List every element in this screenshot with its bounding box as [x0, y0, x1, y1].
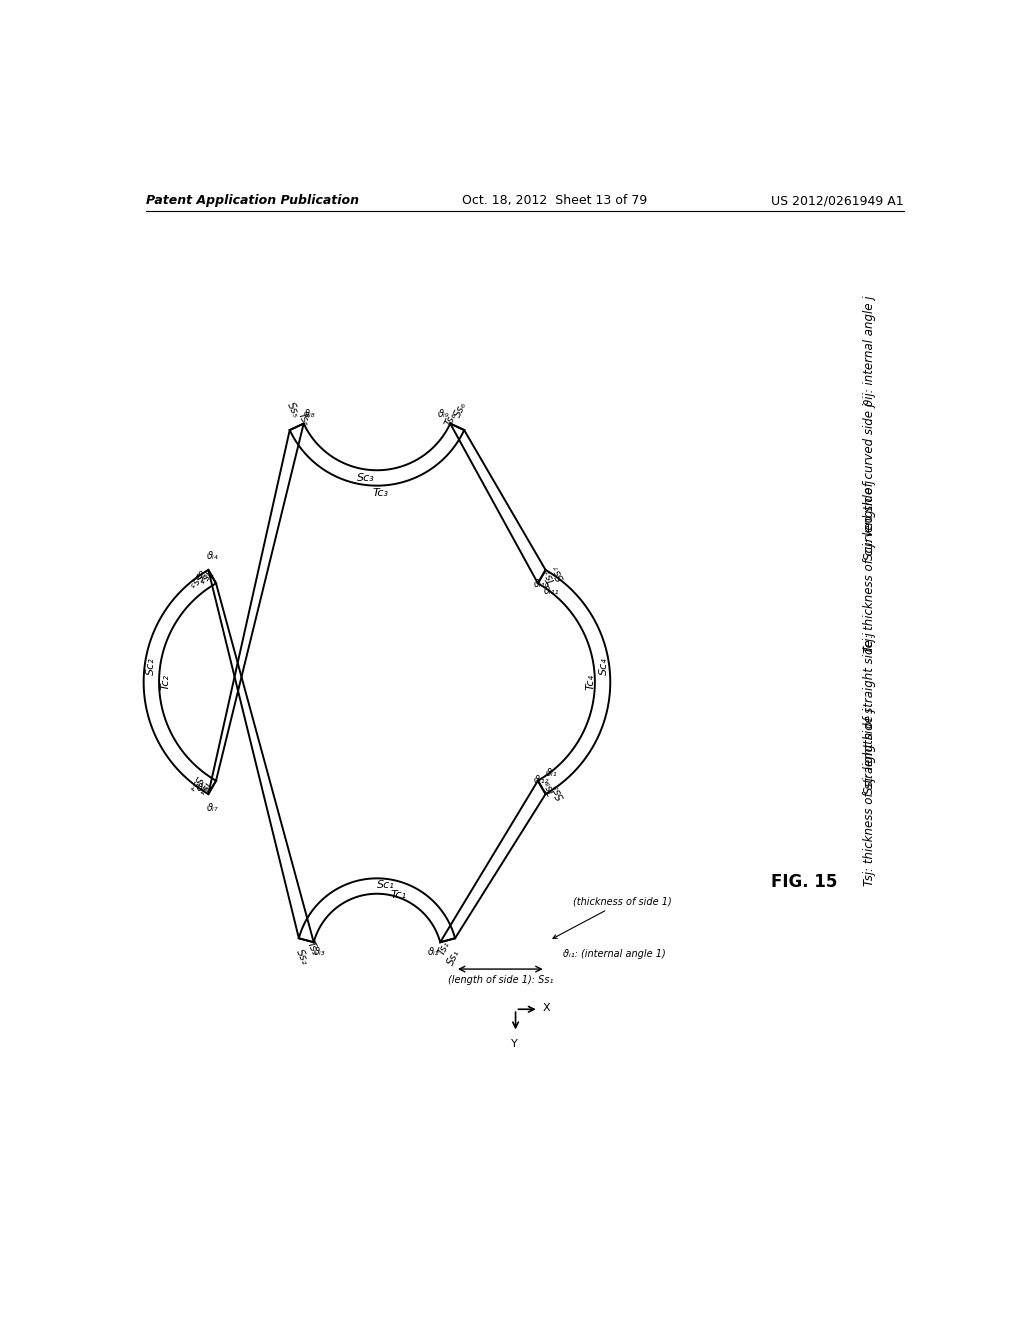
Text: ϑᵢ₁: ϑᵢ₁	[546, 768, 557, 777]
Text: ϑᵢ₂: ϑᵢ₂	[428, 946, 440, 957]
Text: Tcj: thickness of curved side j: Tcj: thickness of curved side j	[863, 480, 877, 653]
Text: Ss₅: Ss₅	[285, 400, 301, 420]
Text: Ss₄: Ss₄	[186, 774, 204, 793]
Polygon shape	[299, 878, 455, 942]
Text: ϑᵢ₄: ϑᵢ₄	[207, 552, 218, 561]
Text: ϑᵢ₁₂: ϑᵢ₁₂	[534, 775, 550, 785]
Text: Sc₁: Sc₁	[377, 879, 395, 890]
Text: (thickness of side 1): (thickness of side 1)	[553, 896, 672, 939]
Text: Sc₂: Sc₂	[146, 657, 157, 676]
Polygon shape	[451, 424, 546, 583]
Text: Ts₇: Ts₇	[542, 568, 557, 586]
Polygon shape	[290, 424, 464, 486]
Text: Ss₆: Ss₆	[454, 400, 469, 420]
Text: Oct. 18, 2012  Sheet 13 of 79: Oct. 18, 2012 Sheet 13 of 79	[462, 194, 647, 207]
Text: Tc₁: Tc₁	[390, 890, 407, 900]
Text: Tc₃: Tc₃	[373, 488, 389, 499]
Polygon shape	[143, 570, 216, 795]
Text: ϑᵢ₈: ϑᵢ₈	[304, 409, 315, 420]
Text: Ts₂: Ts₂	[305, 940, 321, 957]
Text: Ssj: length of straight side j: Ssj: length of straight side j	[863, 632, 877, 793]
Text: ϑᵢ₁₀: ϑᵢ₁₀	[534, 579, 550, 589]
Polygon shape	[208, 424, 304, 795]
Text: Y: Y	[511, 1039, 517, 1048]
Text: Ss₈: Ss₈	[550, 781, 567, 801]
Text: ϑᵢ₇: ϑᵢ₇	[207, 803, 218, 813]
Text: ϑᵢ₅: ϑᵢ₅	[197, 570, 208, 581]
Text: Ts₅: Ts₅	[295, 411, 310, 428]
Text: Ts₁: Ts₁	[436, 940, 452, 957]
Text: Ss₁: Ss₁	[445, 948, 462, 966]
Text: Ss₂: Ss₂	[295, 948, 310, 966]
Text: ϑij: internal angle j: ϑij: internal angle j	[863, 296, 877, 407]
Polygon shape	[440, 780, 546, 942]
Text: Ts₈: Ts₈	[542, 779, 557, 796]
Text: Ss₇: Ss₇	[550, 564, 567, 582]
Text: FIG. 15: FIG. 15	[771, 874, 838, 891]
Text: ϑᵢ₁₁: ϑᵢ₁₁	[544, 586, 559, 597]
Text: ϑᵢ₁: (internal angle 1): ϑᵢ₁: (internal angle 1)	[562, 949, 666, 958]
Text: Tc₂: Tc₂	[160, 675, 170, 690]
Text: ϑᵢ₆: ϑᵢ₆	[197, 783, 208, 793]
Text: US 2012/0261949 A1: US 2012/0261949 A1	[771, 194, 903, 207]
Text: Sc₃: Sc₃	[356, 473, 375, 483]
Polygon shape	[208, 570, 313, 942]
Text: X: X	[543, 1003, 550, 1012]
Text: Ss₃: Ss₃	[186, 572, 204, 590]
Polygon shape	[538, 570, 610, 795]
Text: Patent Application Publication: Patent Application Publication	[146, 194, 359, 207]
Text: Ts₄: Ts₄	[197, 779, 212, 796]
Text: Tc₄: Tc₄	[586, 675, 595, 690]
Text: Ts₃: Ts₃	[197, 568, 212, 586]
Text: (length of side 1): Ss₁: (length of side 1): Ss₁	[447, 975, 553, 985]
Text: Ts₆: Ts₆	[443, 411, 459, 428]
Text: ϑᵢ₉: ϑᵢ₉	[438, 409, 450, 420]
Text: Tsj: thickness of straight side j: Tsj: thickness of straight side j	[863, 709, 877, 887]
Text: ϑᵢ₃: ϑᵢ₃	[314, 946, 326, 957]
Text: Sc₄: Sc₄	[599, 657, 609, 676]
Text: Scj: length of curved side j: Scj: length of curved side j	[863, 404, 877, 560]
